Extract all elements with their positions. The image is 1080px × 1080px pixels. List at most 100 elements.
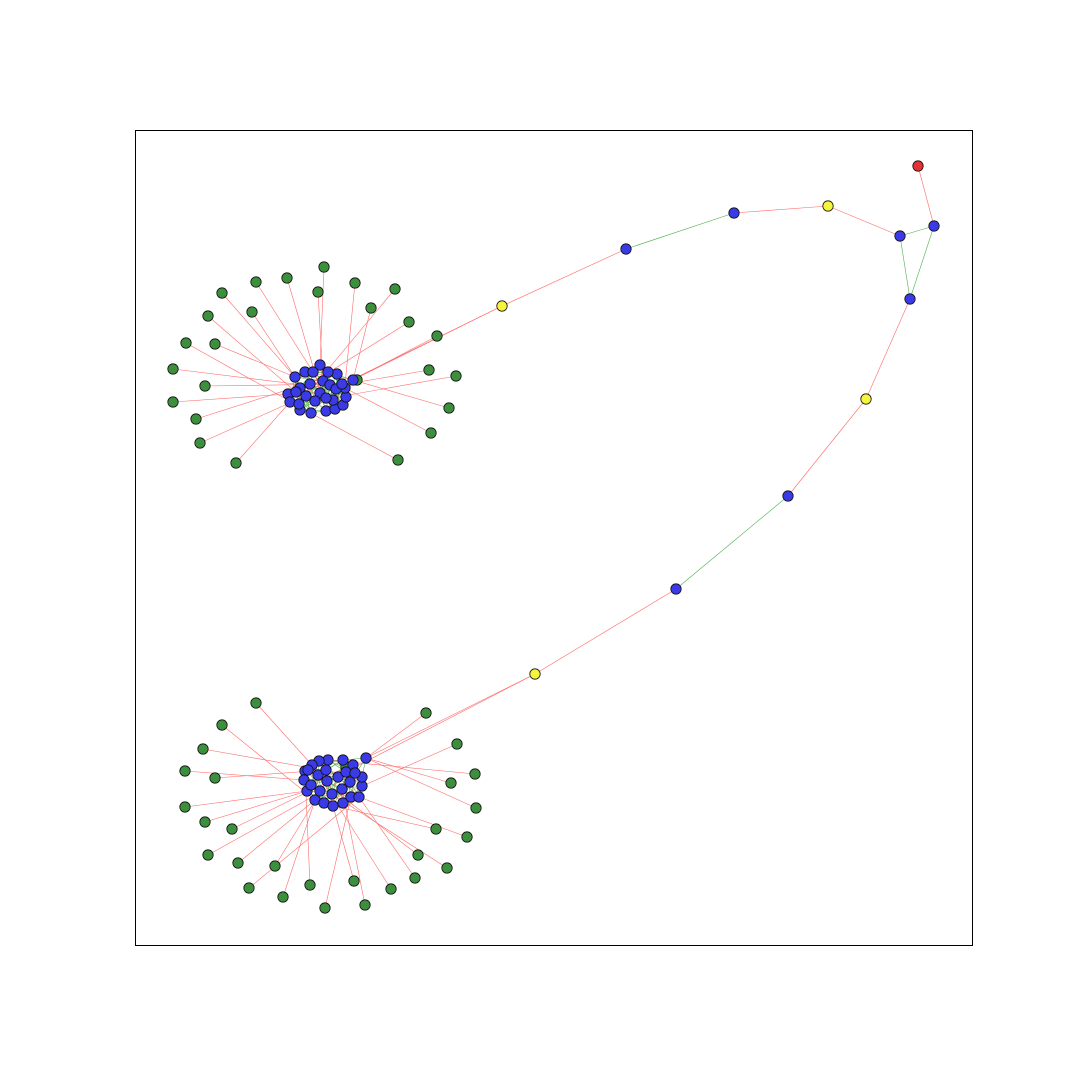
leaf-edge xyxy=(352,379,450,409)
leaf-edge xyxy=(207,772,356,856)
triangle-edge xyxy=(899,225,935,237)
hub-node xyxy=(347,374,359,386)
leaf-node xyxy=(209,772,221,784)
hub-node xyxy=(336,378,348,390)
leaf-edge xyxy=(358,796,468,838)
hub-node xyxy=(312,769,324,781)
leaf-node xyxy=(209,338,221,350)
leaf-node xyxy=(359,899,371,911)
leaf-node xyxy=(199,816,211,828)
leaf-edge xyxy=(344,387,432,434)
leaf-node xyxy=(179,801,191,813)
leaf-edge xyxy=(251,311,296,378)
leaf-node xyxy=(216,287,228,299)
leaf-node xyxy=(431,330,443,342)
hub-node xyxy=(353,791,365,803)
hub-node xyxy=(337,797,349,809)
leaf-node xyxy=(403,316,415,328)
leaf-edge xyxy=(358,796,416,879)
leaf-edge xyxy=(365,757,452,784)
leaf-edge xyxy=(214,343,296,378)
bridge-node xyxy=(496,300,508,312)
hub-node xyxy=(320,405,332,417)
leaf-node xyxy=(443,402,455,414)
node-layer xyxy=(167,160,940,914)
bridge-edge xyxy=(358,673,536,766)
leaf-node xyxy=(202,849,214,861)
leaf-node xyxy=(197,743,209,755)
leaf-edge xyxy=(331,793,448,869)
leaf-node xyxy=(349,277,361,289)
plot-frame xyxy=(135,130,973,946)
pendant-edge xyxy=(917,165,935,227)
leaf-node xyxy=(430,823,442,835)
hub-node xyxy=(344,776,356,788)
hub-node xyxy=(314,785,326,797)
bridge-node xyxy=(928,220,940,232)
bridge-edge xyxy=(675,495,789,590)
hub-node xyxy=(302,764,314,776)
hub-node xyxy=(349,767,361,779)
leaf-node xyxy=(281,272,293,284)
hub-node xyxy=(290,386,302,398)
bridge-node xyxy=(860,393,872,405)
hub-node xyxy=(337,754,349,766)
leaf-edge xyxy=(235,401,291,464)
bridge-edge xyxy=(625,212,735,250)
hub-node xyxy=(309,395,321,407)
hub-node xyxy=(305,407,317,419)
leaf-node xyxy=(167,363,179,375)
leaf-node xyxy=(423,364,435,376)
bridge-node xyxy=(782,490,794,502)
leaf-node xyxy=(312,286,324,298)
hub-node xyxy=(360,752,372,764)
leaf-node xyxy=(202,310,214,322)
leaf-node xyxy=(445,777,457,789)
bridge-edge xyxy=(534,588,677,675)
leaf-edge xyxy=(184,770,305,781)
bridge-node xyxy=(620,243,632,255)
leaf-node xyxy=(318,261,330,273)
leaf-edge xyxy=(255,702,313,766)
leaf-node xyxy=(420,707,432,719)
bridge-edge xyxy=(733,205,829,214)
hub-node xyxy=(331,368,343,380)
bridge-node xyxy=(529,668,541,680)
leaf-edge xyxy=(221,292,296,378)
leaf-edge xyxy=(282,799,316,898)
leaf-edge xyxy=(237,799,316,864)
hub-node xyxy=(304,378,316,390)
leaf-node xyxy=(304,879,316,891)
leaf-node xyxy=(230,457,242,469)
leaf-edge xyxy=(248,796,360,889)
leaf-node xyxy=(450,370,462,382)
leaf-edge xyxy=(324,796,352,909)
leaf-edge xyxy=(341,788,366,906)
hub-node xyxy=(284,396,296,408)
hub-node xyxy=(321,775,333,787)
leaf-node xyxy=(470,802,482,814)
bridge-edge xyxy=(787,398,867,497)
bridge-edge xyxy=(342,305,503,385)
bridge-node xyxy=(904,293,916,305)
hub-node xyxy=(305,779,317,791)
leaf-edge xyxy=(365,712,427,759)
hub-node xyxy=(307,366,319,378)
triangle-edge xyxy=(909,225,935,300)
hub-node xyxy=(326,788,338,800)
leaf-edge xyxy=(204,790,308,823)
hub-node xyxy=(314,359,326,371)
leaf-node xyxy=(179,765,191,777)
hub-node xyxy=(332,771,344,783)
leaf-edge xyxy=(323,743,458,804)
leaf-node xyxy=(348,875,360,887)
hub-node xyxy=(293,398,305,410)
leaf-edge xyxy=(352,307,372,381)
leaf-edge xyxy=(221,724,316,801)
leaf-node xyxy=(250,276,262,288)
leaf-edge xyxy=(352,335,438,381)
leaf-edge xyxy=(332,805,355,882)
hub-node xyxy=(336,783,348,795)
leaf-node xyxy=(232,857,244,869)
leaf-edge xyxy=(365,757,477,809)
